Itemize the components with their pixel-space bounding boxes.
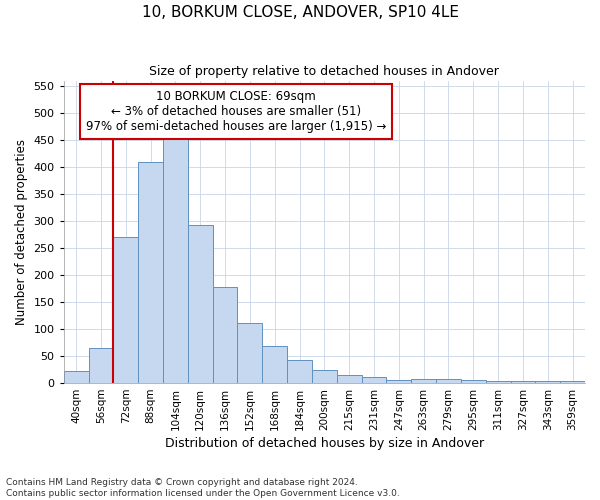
Bar [138,162,163,383]
Bar [486,382,511,383]
Bar [89,348,113,383]
Bar [188,225,212,383]
Bar [287,360,312,383]
Bar [386,380,411,383]
Bar [511,381,535,383]
Bar [262,346,287,383]
X-axis label: Distribution of detached houses by size in Andover: Distribution of detached houses by size … [165,437,484,450]
Bar [64,371,89,383]
Bar [337,375,362,383]
Bar [212,287,238,383]
Bar [436,380,461,383]
Text: 10, BORKUM CLOSE, ANDOVER, SP10 4LE: 10, BORKUM CLOSE, ANDOVER, SP10 4LE [142,5,458,20]
Bar [113,237,138,383]
Bar [238,322,262,383]
Y-axis label: Number of detached properties: Number of detached properties [15,139,28,325]
Text: 10 BORKUM CLOSE: 69sqm
← 3% of detached houses are smaller (51)
97% of semi-deta: 10 BORKUM CLOSE: 69sqm ← 3% of detached … [86,90,386,132]
Text: Contains HM Land Registry data © Crown copyright and database right 2024.
Contai: Contains HM Land Registry data © Crown c… [6,478,400,498]
Title: Size of property relative to detached houses in Andover: Size of property relative to detached ho… [149,65,499,78]
Bar [411,380,436,383]
Bar [461,380,486,383]
Bar [312,370,337,383]
Bar [163,138,188,383]
Bar [535,381,560,383]
Bar [560,382,585,383]
Bar [362,377,386,383]
